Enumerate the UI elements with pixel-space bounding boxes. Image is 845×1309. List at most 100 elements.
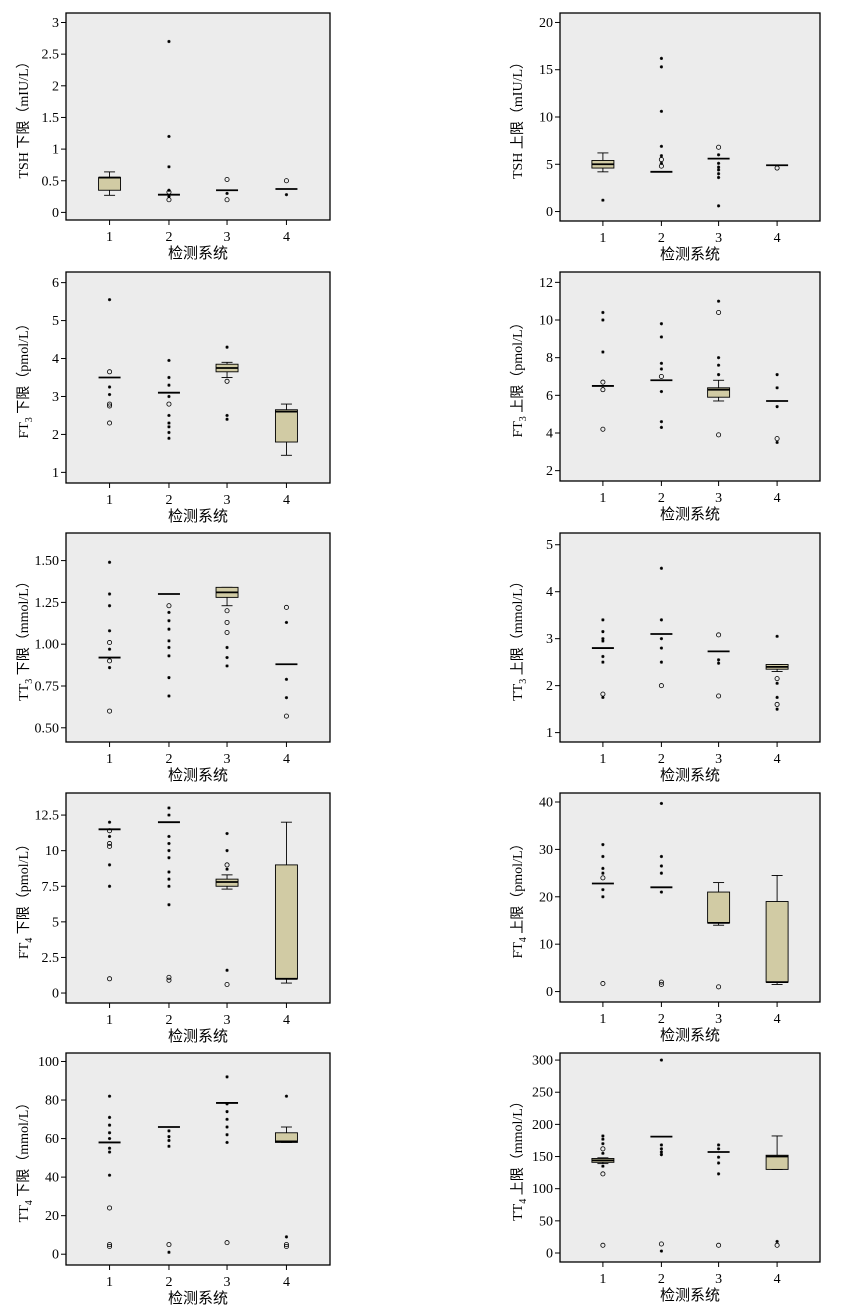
extreme-point xyxy=(167,619,171,623)
extreme-point xyxy=(167,394,171,399)
x-tick-label: 4 xyxy=(774,1272,781,1287)
box-series-4 xyxy=(274,821,298,984)
extreme-point xyxy=(107,1146,112,1150)
x-tick-label: 4 xyxy=(774,752,781,767)
y-tick-label: 60 xyxy=(45,1132,59,1147)
extreme-point xyxy=(717,165,721,169)
outlier-point xyxy=(600,1242,606,1248)
y-tick-label: 20 xyxy=(45,1209,59,1224)
y-tick-label: 50 xyxy=(539,1214,553,1229)
extreme-point xyxy=(167,884,171,888)
x-tick-label: 2 xyxy=(165,1013,172,1028)
extreme-point xyxy=(717,175,721,180)
extreme-point xyxy=(659,854,663,859)
box-series-4 xyxy=(766,164,789,171)
y-tick-label: 80 xyxy=(45,1094,59,1109)
extreme-point xyxy=(601,310,605,315)
outlier-point xyxy=(224,619,230,625)
outlier-point xyxy=(224,1240,230,1246)
extreme-point xyxy=(167,1250,171,1254)
extreme-point xyxy=(107,298,112,302)
y-tick-label: 30 xyxy=(539,843,553,858)
box-series-1 xyxy=(591,618,614,699)
y-tick-label: 0 xyxy=(546,985,553,1000)
x-tick-label: 3 xyxy=(224,1013,231,1028)
outlier-point xyxy=(166,401,172,407)
outlier-point xyxy=(107,401,113,407)
extreme-point xyxy=(659,335,663,339)
outlier-point xyxy=(107,841,113,847)
x-tick-label: 4 xyxy=(774,231,781,246)
x-tick-label: 3 xyxy=(224,752,231,767)
extreme-point xyxy=(107,604,112,608)
y-tick-label: 300 xyxy=(532,1054,553,1069)
x-axis-label: 检测系统 xyxy=(660,246,720,263)
extreme-point xyxy=(107,1136,112,1141)
outlier-point xyxy=(658,157,664,163)
y-tick-label: 0 xyxy=(546,205,553,220)
x-axis-label: 检测系统 xyxy=(168,245,228,262)
x-tick-label: 1 xyxy=(599,231,606,246)
extreme-point xyxy=(601,1151,605,1155)
x-tick-label: 4 xyxy=(774,1012,781,1027)
x-tick-label: 1 xyxy=(106,752,113,767)
chart-panel-8: 0 10 20 30 40 1 2 3 4 检测系统 FT4 上限（pmol/L） xyxy=(510,792,821,1044)
x-tick-label: 1 xyxy=(106,1275,113,1290)
extreme-point xyxy=(225,417,229,421)
x-tick-label: 1 xyxy=(599,491,606,506)
outlier-point xyxy=(600,875,606,881)
y-tick-label: 4 xyxy=(546,426,553,441)
extreme-point xyxy=(225,1117,229,1121)
extreme-point xyxy=(107,592,112,596)
box-series-1 xyxy=(98,820,121,982)
y-tick-label: 5 xyxy=(546,538,553,553)
extreme-point xyxy=(659,1153,663,1157)
extreme-point xyxy=(167,1135,171,1139)
extreme-point xyxy=(659,864,663,868)
extreme-point xyxy=(167,413,171,418)
outlier-point xyxy=(658,979,664,985)
extreme-point xyxy=(107,1150,112,1154)
extreme-point xyxy=(167,436,171,440)
outlier-point xyxy=(658,981,664,987)
extreme-point xyxy=(659,425,663,429)
extreme-point xyxy=(167,834,171,839)
outlier-point xyxy=(658,373,664,379)
extreme-point xyxy=(659,646,663,650)
x-tick-label: 2 xyxy=(165,1275,172,1290)
box-series-4 xyxy=(275,178,298,197)
y-tick-label: 3 xyxy=(52,16,59,31)
y-axis-label: TSH 下限（mIU/L） xyxy=(16,54,32,178)
box-series-2 xyxy=(157,39,180,203)
extreme-point xyxy=(167,194,171,199)
y-tick-label: 10 xyxy=(539,111,553,126)
y-tick-label: 4 xyxy=(52,352,59,367)
extreme-point xyxy=(601,843,605,847)
y-tick-label: 3 xyxy=(546,632,553,647)
x-tick-label: 4 xyxy=(283,1013,290,1028)
extreme-point xyxy=(717,356,721,360)
extreme-point xyxy=(225,1075,229,1079)
extreme-point xyxy=(659,566,663,570)
box-series-2 xyxy=(650,566,673,689)
extreme-point xyxy=(167,694,171,698)
x-tick-label: 3 xyxy=(715,1272,722,1287)
extreme-point xyxy=(601,1142,605,1146)
y-tick-label: 1.00 xyxy=(35,638,60,653)
outlier-point xyxy=(224,862,230,868)
extreme-point xyxy=(601,1137,605,1141)
extreme-point xyxy=(775,634,779,638)
extreme-point xyxy=(225,664,229,668)
box-series-2 xyxy=(650,801,673,987)
plot-area xyxy=(65,532,331,743)
extreme-point xyxy=(717,299,721,303)
y-tick-label: 250 xyxy=(532,1086,553,1101)
outlier-point xyxy=(283,713,289,719)
extreme-point xyxy=(167,870,171,874)
extreme-point xyxy=(659,637,663,641)
extreme-point xyxy=(601,618,605,622)
extreme-point xyxy=(775,440,779,445)
outlier-point xyxy=(283,1242,289,1248)
extreme-point xyxy=(225,1109,229,1114)
